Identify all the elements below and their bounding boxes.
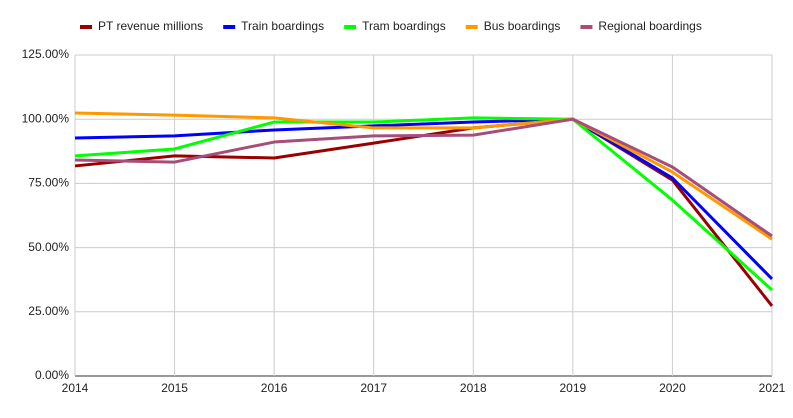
legend-label: Bus boardings xyxy=(484,19,561,33)
series-line xyxy=(74,117,774,280)
x-tick-label: 2018 xyxy=(460,381,487,395)
x-tick-label: 2019 xyxy=(560,381,587,395)
x-tick-label: 2016 xyxy=(261,381,288,395)
legend-label: Tram boardings xyxy=(362,19,446,33)
y-tick-label: 50.00% xyxy=(28,240,69,254)
series-line xyxy=(74,111,773,241)
x-tick-label: 2020 xyxy=(659,381,686,395)
x-tick-label: 2014 xyxy=(62,381,89,395)
x-tick-label: 2017 xyxy=(360,381,387,395)
legend-label: PT revenue millions xyxy=(98,19,203,33)
legend-label: Train boardings xyxy=(241,19,324,33)
x-tick-label: 2021 xyxy=(759,381,786,395)
y-tick-label: 0.00% xyxy=(35,368,69,382)
y-tick-label: 125.00% xyxy=(22,47,70,61)
series-line xyxy=(74,117,773,238)
series-line xyxy=(74,116,774,292)
y-tick-label: 25.00% xyxy=(28,304,69,318)
y-tick-label: 75.00% xyxy=(28,176,69,190)
y-tick-label: 100.00% xyxy=(22,111,70,125)
x-tick-label: 2015 xyxy=(161,381,188,395)
legend-label: Regional boardings xyxy=(598,19,701,33)
